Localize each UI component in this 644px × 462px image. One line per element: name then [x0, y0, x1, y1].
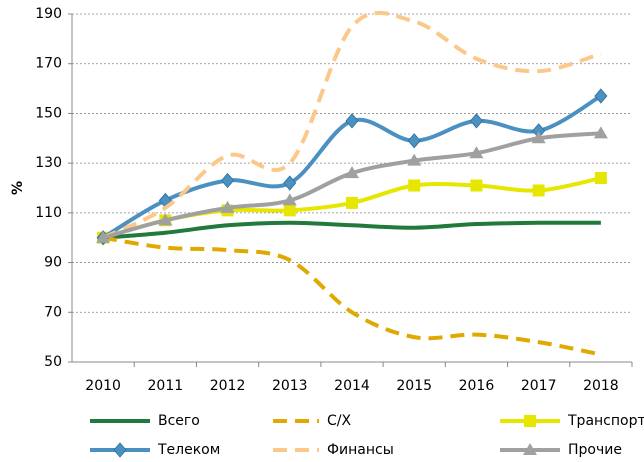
- x-tick-label: 2013: [272, 378, 308, 394]
- legend-label: С/Х: [327, 413, 351, 429]
- x-tick-label: 2014: [334, 378, 370, 394]
- series-line: [102, 235, 602, 357]
- y-tick-label: 170: [35, 56, 62, 72]
- point: [346, 196, 358, 209]
- x-tick-label: 2017: [521, 378, 557, 394]
- legend-label: Финансы: [327, 442, 394, 458]
- point: [469, 146, 484, 159]
- point: [158, 213, 173, 226]
- point: [96, 230, 111, 243]
- point: [345, 166, 359, 179]
- legend-label: Прочие: [568, 442, 622, 458]
- series-line: [102, 10, 602, 240]
- point: [531, 131, 546, 144]
- y-tick-label: 90: [44, 255, 62, 271]
- x-tick-label: 2018: [583, 378, 619, 394]
- legend-marker: [523, 443, 537, 455]
- point: [469, 113, 483, 129]
- x-tick-label: 2012: [210, 378, 246, 394]
- y-tick-label: 70: [44, 304, 62, 320]
- point: [283, 175, 297, 191]
- point: [408, 179, 421, 192]
- y-tick-label: 110: [35, 205, 62, 221]
- y-tick-label: 150: [35, 105, 62, 121]
- x-tick-label: 2010: [85, 378, 121, 394]
- legend-marker: [524, 415, 536, 427]
- y-axis-label: %: [10, 181, 26, 195]
- series-line: [102, 220, 601, 240]
- x-tick-label: 2015: [396, 378, 432, 394]
- point: [407, 153, 422, 166]
- legend-label: Всего: [158, 413, 200, 429]
- legend-label: Телеком: [157, 442, 220, 458]
- point: [470, 179, 483, 192]
- point: [407, 133, 421, 149]
- point: [282, 193, 297, 206]
- point: [283, 204, 296, 217]
- point: [221, 172, 235, 189]
- legend-label: Транспорт: [567, 413, 644, 429]
- point: [593, 126, 608, 139]
- x-tick-label: 2011: [148, 378, 184, 394]
- y-tick-label: 50: [44, 354, 62, 370]
- y-tick-label: 190: [35, 6, 62, 22]
- legend-marker: [113, 442, 127, 458]
- point: [345, 113, 359, 129]
- point: [594, 172, 607, 185]
- point: [532, 184, 545, 197]
- point: [594, 88, 608, 104]
- point: [220, 200, 235, 213]
- y-tick-label: 130: [35, 155, 62, 171]
- x-tick-label: 2016: [459, 378, 495, 394]
